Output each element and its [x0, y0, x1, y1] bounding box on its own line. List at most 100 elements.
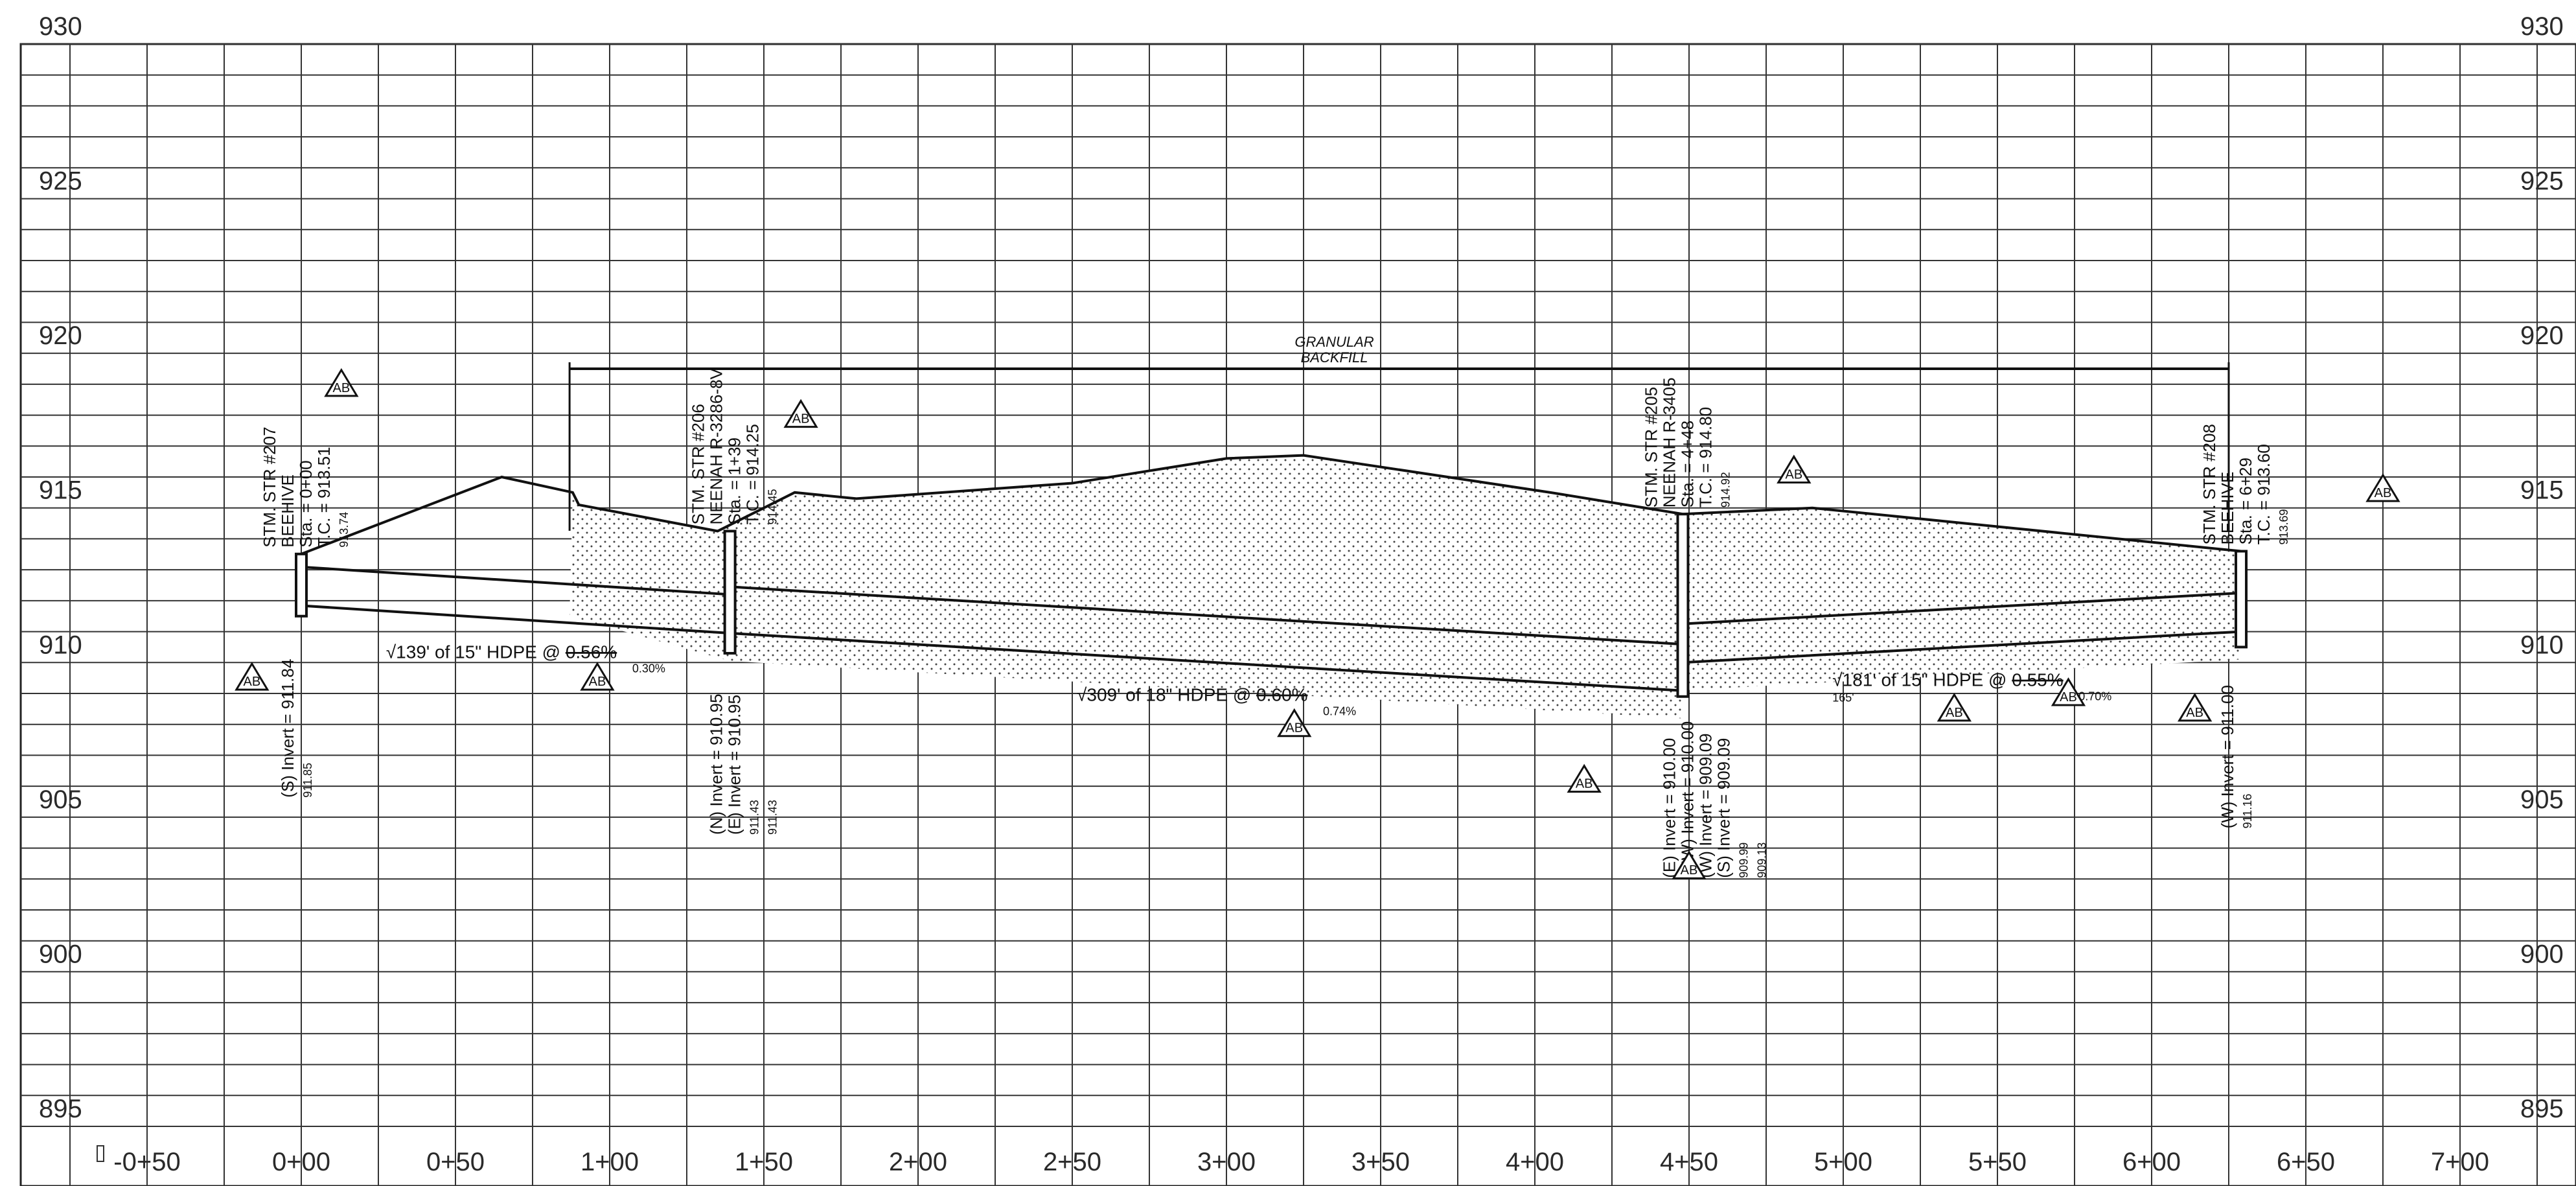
as-built-tag-text: AB — [1681, 863, 1698, 878]
as-built-triangle-icon: AB — [2177, 692, 2213, 722]
structure-callout-line: 913.69 — [2277, 509, 2290, 544]
as-built-tag-text: AB — [1576, 777, 1593, 791]
elevation-label-left: 925 — [39, 167, 82, 196]
structure-invert-line: (W) Invert = 909.09 — [1696, 734, 1715, 878]
structure-callout-line: BEEHIVE — [2218, 472, 2237, 545]
as-built-triangle-icon: AB — [1277, 708, 1312, 738]
storm-structure-206: STM. STR #206NEENAH R-3286-8VSta. = 1+39… — [689, 368, 779, 835]
structure-callout-line: STM. STR #208 — [2200, 424, 2219, 544]
structure-callout-line: Sta. = 1+39 — [725, 437, 744, 524]
granular-backfill-area — [569, 455, 2242, 719]
as-built-triangle-shape — [2365, 473, 2400, 502]
structure-invert-line: 909.13 — [1755, 843, 1768, 878]
structure-callout-line: T.C. = 913.60 — [2254, 444, 2273, 544]
station-label: 0+50 — [426, 1148, 485, 1176]
as-built-triangle-shape — [2051, 677, 2086, 706]
structure-callout: STM. STR #206NEENAH R-3286-8VSta. = 1+39… — [689, 368, 779, 525]
as-built-triangle-shape — [1937, 692, 1972, 722]
pipe-invert-line — [730, 631, 1683, 692]
structure-callout-line: BEEHIVE — [278, 474, 297, 548]
elevation-label-right: 930 — [2520, 12, 2564, 41]
elevation-label-left: 910 — [39, 631, 82, 659]
structure-inverts: (N) Invert = 910.95(E) Invert = 910.95 91… — [707, 693, 779, 835]
station-labels: -0+50 0+00 0+50 1+00 1+50 2+00 2+50 3+00 3+50 4+0… — [113, 1148, 2489, 1176]
station-label: 2+00 — [889, 1148, 947, 1176]
as-built-triangle-shape — [235, 662, 270, 691]
as-built-tag-text: AB — [1285, 721, 1303, 736]
pipe-run: √309' of 18" HDPE @ 0.60% 0.74% — [730, 585, 1683, 717]
structure-callout-line: T.C. = 914.80 — [1696, 407, 1715, 507]
station-label: -0+50 — [113, 1148, 180, 1176]
as-built-triangle-icon: AB — [324, 367, 359, 397]
pipe-crown-line — [730, 585, 1683, 646]
as-built-triangle-shape — [1567, 763, 1602, 793]
elevation-label-left: 930 — [39, 12, 82, 41]
structure-callout: STM. STR #208BEEHIVESta. = 6+29T.C. = 91… — [2200, 424, 2290, 544]
as-built-triangle-shape — [783, 399, 818, 428]
as-built-tag-text: AB — [2375, 486, 2392, 500]
structure-callout-line: 914.45 — [766, 489, 779, 524]
pipe-slope-revised: 0.70% — [2078, 690, 2111, 703]
storm-structure-208: STM. STR #208BEEHIVESta. = 6+29T.C. = 91… — [2200, 424, 2290, 828]
structure-invert-line: (E) Invert = 910.00 — [1659, 738, 1679, 878]
station-label: 3+00 — [1197, 1148, 1256, 1176]
pipe-crown-line — [1683, 591, 2242, 625]
elevation-label-left: 900 — [39, 940, 82, 968]
as-built-triangle-shape — [324, 367, 359, 397]
pipe-length: √181' — [1832, 669, 1881, 690]
pipe-invert-line — [301, 604, 730, 634]
pipe-description: of 18" HDPE @ — [1125, 684, 1256, 704]
as-built-triangle-icon: AB — [2051, 677, 2086, 706]
elevation-label-right: 915 — [2520, 476, 2564, 505]
structure-invert-line: (W) Invert = 911.00 — [2218, 685, 2237, 828]
station-label: 1+00 — [581, 1148, 639, 1176]
pipe-length-revised: 165' — [1832, 691, 1854, 704]
station-label: 1+50 — [735, 1148, 793, 1176]
structure-inverts: (S) Invert = 911.84 911.85 — [278, 659, 314, 798]
backfill-label-line-2: BACKFILL — [1301, 349, 1368, 366]
structure-callout-line: Sta. = 0+00 — [296, 460, 316, 547]
elevation-label-right: 905 — [2520, 785, 2564, 814]
as-built-triangle-icon: AB — [1567, 763, 1602, 793]
station-label: 4+50 — [1660, 1148, 1718, 1176]
pipe-slope-original: 0.60% — [1256, 684, 1307, 704]
structure-callout-line: 913.74 — [338, 512, 351, 548]
pipe-label: √181' of 15" HDPE @ 0.55% — [1832, 669, 2063, 690]
structure-invert-line: (N) Invert = 910.95 — [707, 693, 726, 835]
structure-body — [723, 529, 737, 655]
as-built-tag-text: AB — [243, 675, 260, 689]
structure-invert-line: 911.43 — [766, 800, 779, 835]
station-label: 7+00 — [2431, 1148, 2489, 1176]
as-built-triangle-shape — [1777, 454, 1811, 483]
station-label: 4+00 — [1506, 1148, 1564, 1176]
structure-body — [2235, 550, 2248, 649]
pipe-slope-revised: 0.74% — [1323, 704, 1356, 717]
structure-body — [295, 552, 308, 618]
as-built-triangle-shape — [1277, 708, 1312, 738]
pipe-runs: √139' of 15" HDPE @ 0.56% 0.30% √309' of 1… — [301, 565, 2242, 717]
storm-structure-205: STM. STR #205NEENAH R-3405Sta. = 4+48T.C… — [1641, 377, 1768, 878]
elevation-labels-left: 930 925 920 915 910 905 900 895 — [39, 12, 82, 1123]
as-built-triangle-icon: AB — [783, 399, 818, 428]
as-built-triangle-icon: AB — [2365, 473, 2400, 502]
pipe-slope-original: 0.55% — [2012, 669, 2063, 690]
as-built-triangle-shape — [1672, 850, 1707, 879]
station-label: 2+50 — [1043, 1148, 1101, 1176]
as-built-triangle-icon: AB — [1937, 692, 1972, 722]
storm-structure-207: STM. STR #207BEEHIVESta. = 0+00T.C. = 91… — [260, 426, 351, 797]
pipe-label: √309' of 18" HDPE @ 0.60% — [1077, 684, 1307, 704]
backfill-label-line-1: GRANULAR — [1294, 334, 1374, 350]
elevation-label-right: 895 — [2520, 1095, 2564, 1123]
pipe-label: √139' of 15" HDPE @ 0.56% — [386, 642, 617, 662]
pipe-run: √139' of 15" HDPE @ 0.56% 0.30% — [301, 565, 730, 675]
structure-callout-line: T.C. = 914.25 — [743, 424, 763, 524]
station-label: 5+00 — [1814, 1148, 1872, 1176]
elevation-label-left: 895 — [39, 1095, 82, 1123]
structure-callout-line: STM. STR #205 — [1641, 387, 1661, 507]
elevation-labels-right: 930 925 920 915 910 905 900 895 — [2520, 12, 2564, 1123]
ground-surface-line — [301, 454, 2242, 555]
pipe-description: of 15" HDPE @ — [435, 642, 566, 662]
pipe-run: √181' of 15" HDPE @ 0.55% 0.70% 165' — [1683, 591, 2242, 704]
structure-invert-line: 911.43 — [748, 800, 761, 835]
